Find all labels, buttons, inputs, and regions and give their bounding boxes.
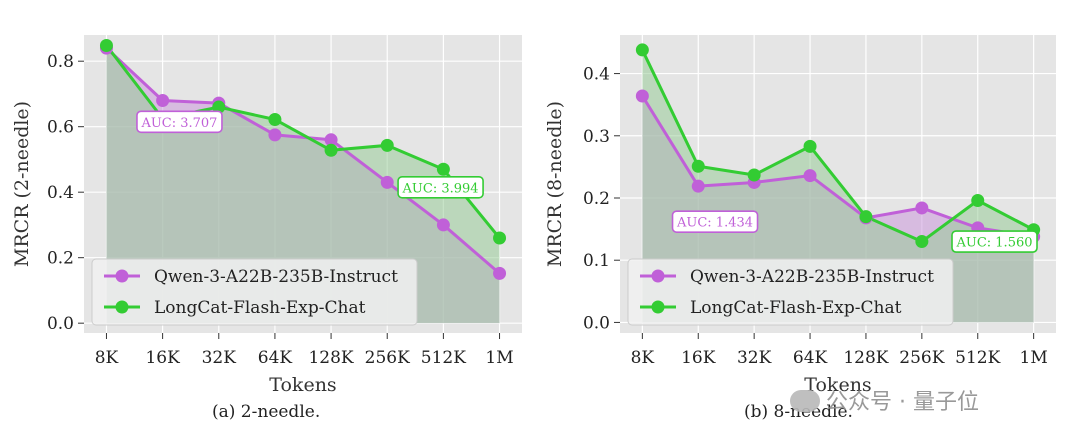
data-point [859, 210, 873, 224]
x-tick-label: 64K [258, 348, 293, 368]
legend-marker [651, 269, 665, 283]
x-tick-label: 16K [681, 348, 716, 368]
data-point [635, 89, 649, 103]
data-point [212, 100, 226, 114]
area-fill [642, 49, 1034, 323]
watermark-text: 公众号 · 量子位 [826, 390, 979, 415]
auc-annotation: AUC: 1.560 [955, 236, 1032, 251]
data-point [380, 138, 394, 152]
x-tick-label: 256K [899, 348, 944, 368]
auc-annotation-box [397, 175, 484, 199]
data-point [915, 201, 929, 215]
legend-box [627, 258, 954, 326]
y-tick-label: 0.2 [47, 249, 74, 269]
y-tick-label: 0.1 [583, 251, 610, 271]
chart-panel-1: 0.0 0.2 0.4 0.6 0.8 8K 16K 32K 64K 128K 256K 512K 1M… [11, 35, 522, 396]
x-tick-label: 128K [308, 348, 353, 368]
y-tick-label: 0.4 [583, 65, 610, 85]
y-tick-label: 0.0 [47, 314, 74, 334]
x-tick-label: 8K [95, 348, 119, 368]
x-tick-label: 8K [631, 348, 655, 368]
data-point [156, 93, 170, 107]
x-tick-label: 32K [202, 348, 237, 368]
x-tick-label: 1M [1020, 348, 1048, 368]
data-point [268, 112, 282, 126]
y-axis-label: MRCR (8-needle) [544, 101, 566, 267]
caption-b: (b) 8-needle. [744, 402, 853, 422]
data-point [436, 218, 450, 232]
x-tick-label: 32K [737, 348, 772, 368]
legend-label: Qwen-3-A22B-235B-Instruct [154, 267, 398, 287]
legend-label: Qwen-3-A22B-235B-Instruct [690, 267, 934, 287]
x-tick-label: 64K [793, 348, 828, 368]
watermark: 公众号 · 量子位 [790, 384, 979, 416]
data-point [691, 179, 705, 193]
data-point [380, 175, 394, 189]
chart-panel-2: 0.0 0.1 0.2 0.3 0.4 8K 16K 32K 64K 128K 256K 512K 1M… [544, 35, 1056, 396]
data-point [436, 162, 450, 176]
data-point [99, 38, 113, 52]
x-tick-label: 1M [485, 348, 513, 368]
series-line [641, 49, 1035, 244]
y-tick-label: 0.2 [583, 189, 610, 209]
y-tick-label: 0.3 [583, 127, 610, 147]
data-point [324, 133, 338, 147]
auc-annotation: AUC: 3.994 [402, 181, 479, 196]
data-point [747, 168, 761, 182]
x-tick-label: 256K [365, 348, 410, 368]
data-point [915, 235, 929, 249]
legend-box [91, 258, 418, 326]
caption-a: (a) 2-needle. [212, 402, 321, 422]
y-tick-label: 0.4 [47, 183, 74, 203]
legend-marker [115, 300, 129, 314]
legend: Qwen-3-A22B-235B-Instruct LongCat-Flash-E… [627, 258, 954, 326]
auc-annotation: AUC: 1.434 [676, 216, 753, 231]
wechat-icon [790, 390, 820, 412]
auc-annotation-box [951, 230, 1038, 253]
series-line [105, 47, 501, 275]
data-point [691, 159, 705, 173]
data-point [493, 266, 507, 280]
x-axis-label: Tokens [804, 374, 871, 396]
x-tick-label: 512K [421, 348, 466, 368]
y-tick-label: 0.6 [47, 118, 74, 138]
auc-annotation-box [671, 210, 759, 233]
y-axis-label: MRCR (2-needle) [11, 101, 33, 267]
auc-annotation-box [136, 110, 223, 134]
x-tick-label: 16K [145, 348, 180, 368]
data-point [268, 128, 282, 142]
x-tick-label: 512K [955, 348, 1000, 368]
legend-marker [115, 269, 129, 283]
legend-marker [651, 300, 665, 314]
y-tick-label: 0.8 [47, 52, 74, 72]
legend-label: LongCat-Flash-Exp-Chat [154, 298, 366, 318]
auc-annotation: AUC: 3.707 [140, 116, 217, 131]
data-point [635, 43, 649, 57]
data-point [803, 139, 817, 153]
legend-label: LongCat-Flash-Exp-Chat [690, 298, 902, 318]
data-point [493, 231, 507, 245]
data-point [324, 143, 338, 157]
data-point [803, 169, 817, 183]
data-point [971, 193, 985, 207]
legend: Qwen-3-A22B-235B-Instruct LongCat-Flash-E… [91, 258, 418, 326]
y-tick-label: 0.0 [583, 313, 610, 333]
x-axis-label: Tokens [269, 374, 336, 396]
series-line [641, 95, 1034, 239]
x-tick-label: 128K [843, 348, 888, 368]
